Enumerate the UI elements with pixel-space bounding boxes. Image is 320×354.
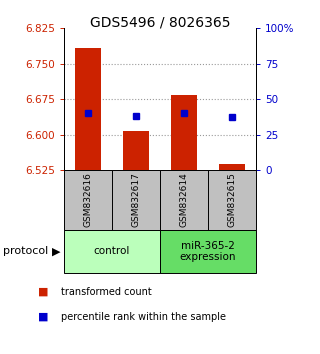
Text: GSM832615: GSM832615 <box>228 172 236 228</box>
Text: miR-365-2
expression: miR-365-2 expression <box>180 240 236 262</box>
Text: GSM832614: GSM832614 <box>180 173 188 227</box>
Bar <box>160 170 208 230</box>
Text: ■: ■ <box>38 312 49 322</box>
Text: GSM832617: GSM832617 <box>132 172 140 228</box>
Bar <box>123 131 149 170</box>
Bar <box>112 170 160 230</box>
Bar <box>64 170 112 230</box>
Text: transformed count: transformed count <box>61 287 152 297</box>
Text: control: control <box>94 246 130 256</box>
Text: protocol: protocol <box>3 246 48 256</box>
Text: GSM832616: GSM832616 <box>84 172 92 228</box>
Text: ▶: ▶ <box>52 246 60 256</box>
Text: GDS5496 / 8026365: GDS5496 / 8026365 <box>90 16 230 30</box>
Bar <box>171 95 197 170</box>
Bar <box>75 48 101 170</box>
Bar <box>64 230 160 273</box>
Text: ■: ■ <box>38 287 49 297</box>
Bar <box>219 164 245 170</box>
Bar <box>208 170 256 230</box>
Bar <box>160 230 256 273</box>
Text: percentile rank within the sample: percentile rank within the sample <box>61 312 226 322</box>
